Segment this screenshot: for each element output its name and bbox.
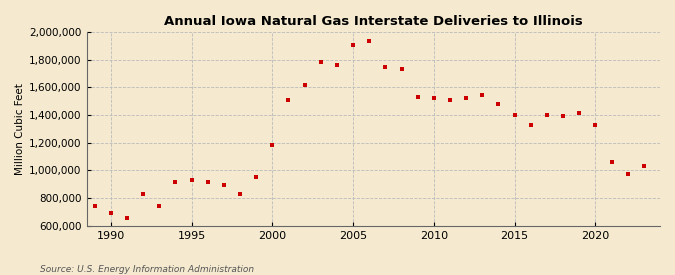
Y-axis label: Million Cubic Feet: Million Cubic Feet [15, 83, 25, 175]
Text: Source: U.S. Energy Information Administration: Source: U.S. Energy Information Administ… [40, 265, 254, 274]
Title: Annual Iowa Natural Gas Interstate Deliveries to Illinois: Annual Iowa Natural Gas Interstate Deliv… [164, 15, 583, 28]
